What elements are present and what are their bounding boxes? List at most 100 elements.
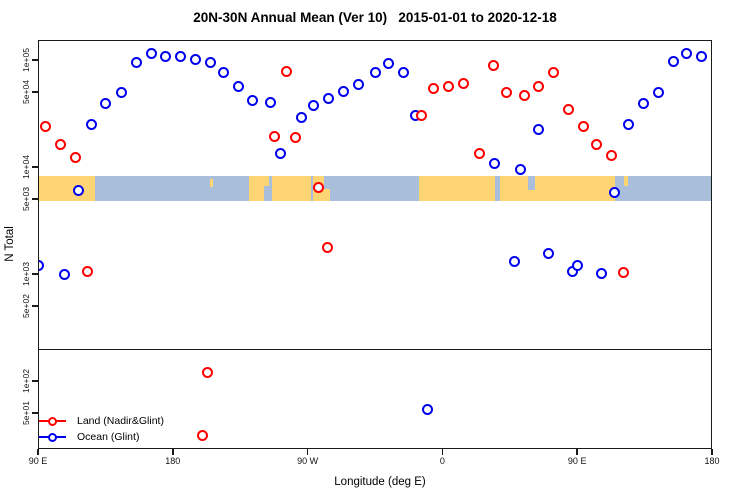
y-tick-label: 5e+02 [21,294,31,319]
data-point-land [577,120,589,132]
x-tick-label: 180 [704,456,720,466]
data-point-land [69,151,81,163]
data-point-ocean [421,404,433,416]
data-point-ocean [218,66,230,78]
y-tick-label: 1e+03 [21,262,31,286]
legend-marker-circle [48,432,57,442]
data-point-land [487,60,499,72]
data-point-ocean [543,247,555,259]
data-point-ocean [246,95,258,107]
x-tick-mark [711,449,713,455]
y-tick-mark [32,412,38,414]
data-point-ocean [489,158,501,170]
data-point-ocean [59,268,71,280]
x-tick-label: 180 [165,456,181,466]
data-point-ocean [323,92,335,104]
data-point-ocean [72,185,84,197]
data-point-ocean [609,186,621,198]
x-tick-label: 90 E [28,456,48,466]
data-point-land [474,147,486,159]
data-point-ocean [264,97,276,109]
data-point-land [321,242,333,254]
x-tick-mark [441,449,444,455]
y-tick-mark [32,273,38,275]
legend-label: Land (Nadir&Glint) [77,414,164,427]
y-tick-label: 5e+03 [21,187,31,212]
x-tick-label: 90 E [567,456,587,466]
x-tick-mark [172,449,174,455]
x-tick-mark [576,449,578,455]
data-point-land [427,82,439,94]
data-point-land [501,86,513,98]
data-point-land [201,367,213,379]
data-point-ocean [308,100,320,112]
land-segment [500,176,615,202]
data-point-land [312,182,324,194]
data-point-ocean [146,48,158,60]
data-point-ocean [353,79,365,91]
data-point-ocean [369,67,381,79]
x-tick-mark [306,449,309,455]
y-axis-title: N Total [4,226,16,262]
data-point-ocean [532,124,544,136]
data-point-ocean [204,56,216,68]
data-point-ocean [667,55,679,67]
y-tick-label: 1e+05 [21,48,31,72]
data-point-land [532,81,544,93]
data-point-ocean [571,259,583,271]
data-point-ocean [99,97,111,109]
data-point-ocean [622,118,634,130]
land-segment [271,176,311,202]
x-tick-label: 90 W [297,456,319,466]
data-point-ocean [681,48,693,60]
land-segment [418,176,495,202]
legend-label: Ocean (Glint) [77,430,140,443]
data-point-ocean [296,111,308,123]
x-tick-label: 0 [439,456,445,466]
y-tick-mark [32,59,38,61]
data-point-land [39,120,51,132]
data-point-land [415,110,427,122]
data-point-land [281,65,293,77]
y-tick-mark [32,305,38,307]
data-point-ocean [233,81,245,93]
data-point-ocean [189,53,201,65]
data-point-ocean [382,58,394,70]
chart-title: 20N-30N Annual Mean (Ver 10) 2015-01-01 … [193,10,557,25]
y-tick-label: 5e+04 [21,80,31,105]
data-point-land [547,67,559,79]
data-point-land [442,81,454,93]
data-point-land [457,78,469,90]
y-tick-mark [32,380,38,382]
data-point-ocean [116,87,128,99]
ocean-notch [324,176,330,189]
data-point-ocean [397,66,409,78]
data-point-ocean [696,51,707,63]
data-point-land [81,266,93,278]
plot-border [38,40,712,449]
data-point-land [618,266,630,278]
threshold-line [38,348,712,351]
y-tick-mark [32,198,38,200]
land-segment [38,176,96,202]
data-point-ocean [86,119,98,131]
plot-area: Land (Nadir&Glint) Ocean (Glint) [38,40,712,449]
ocean-notch [263,186,270,202]
data-point-ocean [38,260,44,272]
data-point-ocean [174,51,186,63]
land-islet [209,178,214,188]
data-point-land [54,139,66,151]
data-point-land [591,139,603,151]
data-point-land [519,90,531,102]
y-tick-mark [32,91,38,93]
ocean-notch [527,176,535,190]
data-point-ocean [514,164,526,176]
data-point-ocean [131,56,143,68]
land-islet [623,176,628,187]
legend-marker-circle [48,416,57,426]
data-point-ocean [508,256,520,268]
y-tick-mark [32,166,38,168]
y-tick-label: 1e+04 [21,155,31,179]
data-point-land [269,131,281,143]
